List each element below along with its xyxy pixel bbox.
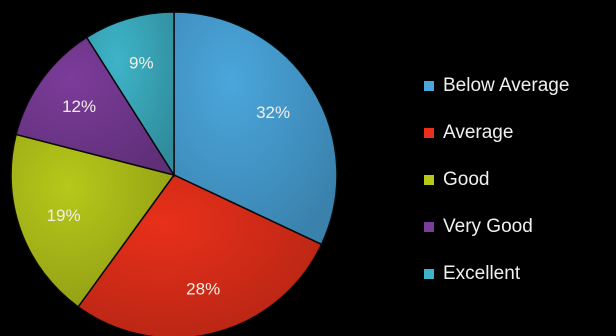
pie-slices bbox=[10, 11, 338, 336]
legend-swatch bbox=[424, 221, 434, 232]
data-label-average: 28% bbox=[186, 280, 220, 299]
pie-plot-area: 32% 28% 19% 12% 9% bbox=[10, 11, 338, 336]
legend-item-very-good: Very Good bbox=[424, 203, 569, 250]
legend-label: Below Average bbox=[443, 74, 570, 96]
pie-slice-excellent bbox=[85, 11, 175, 178]
data-label-excellent: 9% bbox=[129, 53, 154, 72]
pie-slice-good bbox=[10, 133, 176, 308]
legend-item-average: Average bbox=[424, 109, 569, 156]
pie-data-labels: 32% 28% 19% 12% 9% bbox=[47, 53, 291, 298]
data-label-very-good: 12% bbox=[62, 97, 96, 116]
legend-item-below-average: Below Average bbox=[424, 62, 569, 109]
pie-slice-below-average bbox=[173, 11, 338, 246]
legend-label: Excellent bbox=[443, 262, 521, 284]
legend-label: Good bbox=[443, 168, 490, 190]
pie-slice-very-good bbox=[15, 36, 176, 177]
legend-swatch bbox=[424, 80, 434, 91]
legend-swatch bbox=[424, 268, 434, 279]
legend-item-excellent: Excellent bbox=[424, 250, 569, 297]
data-label-below-average: 32% bbox=[256, 103, 290, 122]
pie-slice-average bbox=[77, 174, 323, 336]
legend-swatch bbox=[424, 174, 434, 185]
legend-swatch bbox=[424, 127, 434, 138]
chart-legend: Below Average Average Good Very Good Excelle… bbox=[424, 62, 569, 297]
data-label-good: 19% bbox=[47, 206, 81, 225]
legend-label: Average bbox=[443, 121, 514, 143]
legend-label: Very Good bbox=[443, 215, 533, 237]
legend-item-good: Good bbox=[424, 156, 569, 203]
